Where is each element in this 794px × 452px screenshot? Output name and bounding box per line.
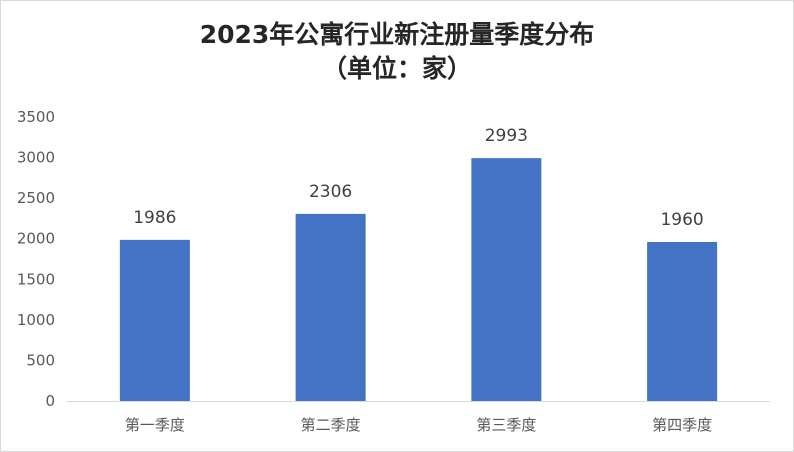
bar [471, 158, 542, 401]
y-tick-label: 3500 [17, 108, 55, 126]
x-axis: 第一季度 第二季度 第三季度 第四季度 [125, 416, 712, 434]
bar [119, 239, 190, 401]
x-tick-label: 第三季度 [476, 416, 536, 434]
y-tick-label: 3000 [17, 149, 55, 167]
data-label: 2993 [485, 126, 528, 146]
y-tick-label: 500 [26, 351, 55, 369]
x-tick-label: 第二季度 [301, 416, 361, 434]
y-tick-label: 2000 [17, 230, 55, 248]
y-axis: 0 500 1000 1500 2000 2500 3000 3500 [17, 108, 55, 410]
data-label: 2306 [309, 182, 352, 202]
y-tick-label: 1500 [17, 270, 55, 288]
bar [647, 241, 718, 401]
y-tick-label: 2500 [17, 189, 55, 207]
data-labels: 1986 2306 2993 1960 [133, 126, 704, 230]
bar [295, 213, 366, 401]
data-label: 1986 [133, 208, 176, 228]
data-label: 1960 [660, 210, 703, 230]
y-tick-label: 0 [45, 392, 55, 410]
chart-title: 2023年公寓行业新注册量季度分布 [199, 20, 595, 49]
chart-subtitle-unit: （单位：家） [321, 54, 472, 83]
bars [119, 158, 718, 401]
y-tick-label: 1000 [17, 311, 55, 329]
x-tick-label: 第一季度 [125, 416, 185, 434]
x-tick-label: 第四季度 [652, 416, 712, 434]
